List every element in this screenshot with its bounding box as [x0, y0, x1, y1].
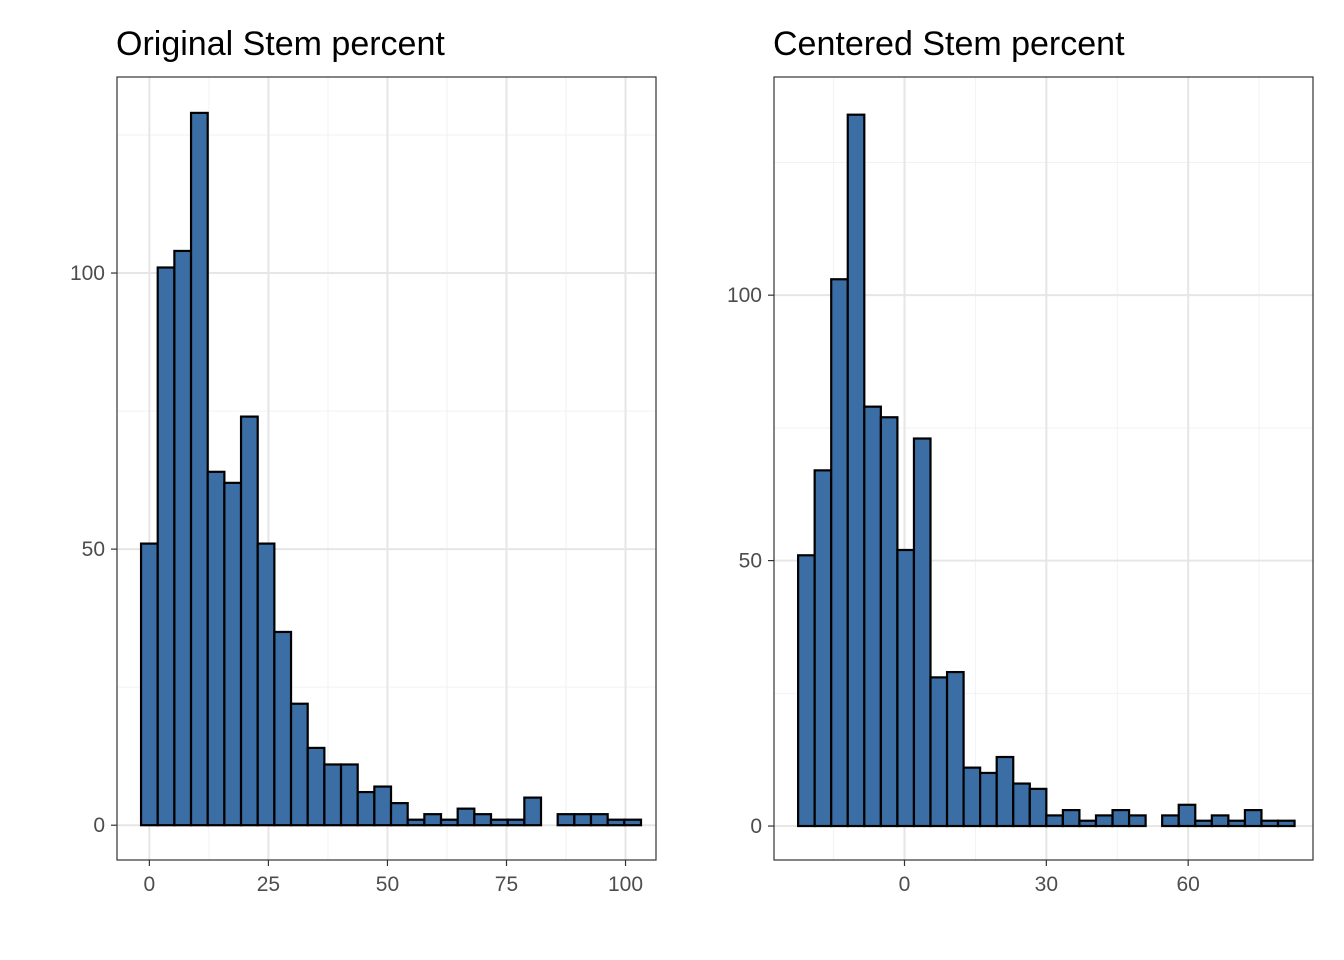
histogram-bar — [929, 676, 949, 828]
histogram-bar — [589, 813, 609, 827]
histogram-bar — [289, 702, 309, 827]
histogram-bar — [206, 470, 226, 827]
histogram-bar — [389, 802, 409, 827]
histogram-bar — [573, 813, 593, 827]
x-tick-label: 25 — [257, 873, 280, 896]
histogram-bar — [1161, 814, 1180, 828]
histogram-bar — [1194, 819, 1213, 828]
x-tick-label: 30 — [1035, 873, 1058, 896]
histogram-bar — [1012, 782, 1031, 828]
histogram-bar — [489, 818, 509, 827]
y-tick-label: 50 — [82, 538, 105, 561]
histogram-bar — [1260, 819, 1280, 828]
histogram-bar — [406, 818, 426, 827]
histogram-bar — [1243, 809, 1263, 828]
histogram-bar — [896, 548, 916, 828]
histogram-bar — [373, 785, 393, 827]
histogram-bar — [256, 542, 276, 827]
histogram-bar — [339, 763, 359, 827]
histogram-bar — [912, 437, 932, 828]
histogram-bar — [1227, 819, 1247, 828]
histogram-bar — [962, 766, 982, 828]
histogram-bar — [1111, 809, 1131, 828]
x-tick-label: 50 — [376, 873, 399, 896]
histogram-bar — [995, 755, 1015, 828]
y-tick-label: 0 — [750, 815, 762, 838]
histogram-bar — [1078, 819, 1098, 828]
histogram-bar — [830, 278, 849, 828]
histogram-bar — [239, 415, 259, 827]
x-tick-label: 100 — [608, 873, 643, 896]
histogram-bar — [797, 554, 816, 828]
histogram-bar — [846, 113, 866, 828]
histogram-bar — [606, 818, 626, 827]
histogram-bar — [506, 818, 526, 827]
panel-border — [773, 76, 1314, 861]
y-tick-label: 50 — [739, 550, 762, 573]
histogram-bar — [1028, 787, 1048, 828]
histogram-bar — [356, 790, 376, 827]
histogram-bar — [323, 763, 343, 827]
histogram-bar — [273, 630, 293, 827]
panel-title-centered: Centered Stem percent — [773, 25, 1125, 63]
histogram-bar — [863, 405, 882, 828]
histogram-bar — [223, 481, 243, 827]
histogram-bar — [173, 249, 193, 827]
histogram-bar — [139, 542, 159, 827]
histogram-bar — [423, 813, 443, 827]
histogram-bar — [306, 746, 326, 827]
panel-border — [116, 76, 657, 861]
histogram-bar — [556, 813, 576, 827]
histogram-panel-centered: 0 30 60 0 50 100 Centered Stem percent — [727, 25, 1314, 896]
x-tick-label: 0 — [899, 873, 911, 896]
histogram-bar — [1210, 814, 1230, 828]
histogram-bar — [456, 807, 476, 827]
histogram-bar — [1094, 814, 1114, 828]
histogram-bar — [945, 670, 965, 828]
panel-title-original: Original Stem percent — [116, 25, 445, 63]
histogram-bar — [1276, 819, 1296, 828]
histogram-panel-original: 0 25 50 75 100 0 50 100 Original Stem percent — [70, 25, 657, 896]
y-tick-label: 0 — [93, 814, 105, 837]
histogram-bar — [1061, 809, 1081, 828]
histogram-bar — [879, 416, 899, 828]
histogram-bar — [439, 818, 459, 827]
histogram-bar — [1177, 803, 1197, 828]
histogram-bar — [189, 111, 209, 827]
histogram-bar — [979, 771, 998, 828]
histogram-bar — [473, 813, 493, 827]
x-tick-label: 0 — [144, 873, 156, 896]
histogram-bar — [523, 796, 543, 827]
y-tick-label: 100 — [727, 284, 762, 307]
histogram-bar — [623, 818, 643, 827]
x-tick-label: 60 — [1176, 873, 1199, 896]
x-tick-label: 75 — [495, 873, 518, 896]
y-tick-label: 100 — [70, 262, 105, 285]
histogram-bar — [156, 266, 176, 827]
histogram-bar — [1127, 814, 1147, 828]
histogram-bar — [1045, 814, 1064, 828]
histogram-bar — [813, 469, 833, 828]
